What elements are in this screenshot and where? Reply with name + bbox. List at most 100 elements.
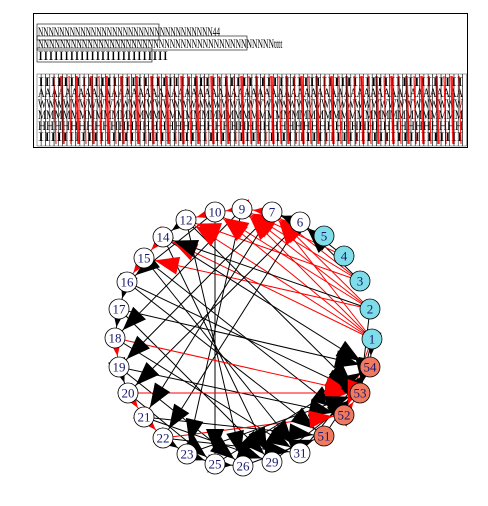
node-label: 21 <box>138 410 151 425</box>
graph-node: 17 <box>108 298 130 320</box>
edge-arrowhead <box>333 350 360 368</box>
edge-arrowhead <box>288 423 314 442</box>
graph-edge <box>143 257 345 416</box>
node-label: 15 <box>138 251 151 266</box>
legend-box: NNNNNNNNNNNNNNNNNNNNNNNNNNNNNNNNN44 NNNNN… <box>33 13 468 148</box>
graph-node: 53 <box>349 382 371 404</box>
graph-node: 26 <box>232 455 254 477</box>
node-circle <box>175 209 197 231</box>
node-label: 25 <box>209 457 222 472</box>
node-circle <box>289 442 311 464</box>
node-circle <box>231 198 253 220</box>
node-label: 22 <box>157 431 170 446</box>
graph-node: 54 <box>359 356 381 378</box>
node-circle <box>261 451 283 473</box>
node-circle <box>359 298 381 320</box>
node-label: 17 <box>113 302 127 317</box>
node-label: 16 <box>121 275 135 290</box>
graph-node: 1 <box>361 328 383 350</box>
node-circle <box>133 406 155 428</box>
graph-node: 15 <box>133 247 155 269</box>
graph-edge <box>126 281 325 437</box>
graph-edge <box>118 308 273 463</box>
node-label: 29 <box>266 455 279 470</box>
graph-node: 52 <box>333 404 355 426</box>
node-circle <box>333 245 355 267</box>
graph-node: 9 <box>231 198 253 220</box>
graph-node: 25 <box>204 453 226 475</box>
node-label: 18 <box>109 331 122 346</box>
graph-node: 4 <box>333 245 355 267</box>
edge-arrowhead <box>126 335 150 360</box>
graph-node: 12 <box>175 209 197 231</box>
node-label: 1 <box>369 332 376 347</box>
graph-node: 23 <box>176 443 198 465</box>
graph-edge <box>118 211 273 368</box>
legend-line-top: IIIIIIIIIIIIIIIIIIIIIIIII <box>38 48 168 63</box>
graph-node: 18 <box>104 327 126 349</box>
edge-arrowhead <box>149 382 171 408</box>
node-label: 9 <box>239 202 246 217</box>
legend-text: NNNNNNNNNNNNNNNNNNNNNNNNNNNNNNNNN44NNNNN… <box>36 23 467 147</box>
node-circle <box>133 247 155 269</box>
node-circle <box>204 453 226 475</box>
graph-edge <box>114 337 301 454</box>
edge-arrowhead <box>182 434 207 458</box>
graph-edge <box>143 257 301 454</box>
graph-node: 7 <box>261 201 283 223</box>
node-label: 3 <box>357 274 364 289</box>
edge-arrowhead <box>280 218 306 241</box>
graph-node: 14 <box>152 226 174 248</box>
node-circle <box>152 427 174 449</box>
node-circle <box>361 328 383 350</box>
edge-arrowhead <box>206 429 224 453</box>
node-circle <box>349 270 371 292</box>
node-label: 53 <box>354 386 367 401</box>
node-label: 26 <box>237 459 251 474</box>
graph-node: 6 <box>289 211 311 233</box>
graph-node: 2 <box>359 298 381 320</box>
graph-edge <box>114 337 361 394</box>
node-label: 52 <box>338 408 351 423</box>
node-circle <box>117 382 139 404</box>
graph-node: 16 <box>116 271 138 293</box>
node-circle <box>313 425 335 447</box>
node-label: 23 <box>181 447 194 462</box>
edge-arrowhead <box>122 306 146 331</box>
edge-arrowhead <box>290 407 316 430</box>
graph-edge <box>143 257 371 310</box>
graph-node: 3 <box>349 270 371 292</box>
graph-edge <box>162 236 371 368</box>
node-circle <box>349 382 371 404</box>
edge-arrowhead <box>224 217 250 239</box>
graph-edge <box>118 308 371 368</box>
edge-arrowhead <box>235 441 262 459</box>
edge-arrowhead <box>196 223 223 241</box>
graph-node: 10 <box>204 201 226 223</box>
node-circle <box>359 356 381 378</box>
graph-node: 19 <box>108 356 130 378</box>
legend-line-top: NNNNNNNNNNNNNNNNNNNNNNNNNNNNNNNNN44 <box>38 24 220 39</box>
node-label: 5 <box>321 229 328 244</box>
graph-node: 51 <box>313 425 335 447</box>
graph-edge <box>127 221 301 394</box>
edge-arrowhead <box>226 429 244 456</box>
node-label: 10 <box>209 205 222 220</box>
graph-edge <box>162 236 371 310</box>
node-circle <box>152 226 174 248</box>
node-circle <box>108 356 130 378</box>
graph-node: 22 <box>152 427 174 449</box>
node-label: 2 <box>367 302 374 317</box>
node-label: 12 <box>180 213 193 228</box>
node-label: 31 <box>294 446 307 461</box>
node-label: 19 <box>113 360 126 375</box>
node-label: 4 <box>341 249 348 264</box>
node-label: 51 <box>318 429 331 444</box>
node-circle <box>108 298 130 320</box>
edge-arrowhead <box>135 361 160 386</box>
edge-arrowhead <box>308 410 334 429</box>
edge-arrowhead <box>240 430 265 455</box>
node-circle <box>333 404 355 426</box>
